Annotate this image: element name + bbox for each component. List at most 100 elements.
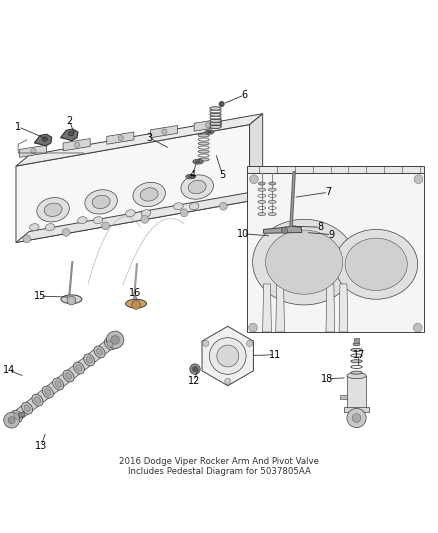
Ellipse shape <box>55 381 61 387</box>
Text: 4: 4 <box>190 170 196 180</box>
Ellipse shape <box>86 357 92 363</box>
Polygon shape <box>326 284 335 332</box>
Polygon shape <box>19 145 46 157</box>
Polygon shape <box>354 338 359 343</box>
Polygon shape <box>276 284 285 332</box>
Text: 10: 10 <box>237 229 249 239</box>
Text: 8: 8 <box>317 222 323 232</box>
Circle shape <box>106 331 124 349</box>
Text: 17: 17 <box>353 350 365 360</box>
Ellipse shape <box>35 397 41 403</box>
Ellipse shape <box>76 365 82 372</box>
Polygon shape <box>202 326 254 386</box>
Circle shape <box>132 301 141 309</box>
Ellipse shape <box>205 130 214 134</box>
Text: 13: 13 <box>35 441 47 451</box>
Circle shape <box>118 135 124 141</box>
Ellipse shape <box>268 188 276 191</box>
Ellipse shape <box>353 343 360 346</box>
Ellipse shape <box>198 158 209 161</box>
Polygon shape <box>263 284 272 332</box>
Text: 3: 3 <box>146 133 152 143</box>
Circle shape <box>111 335 120 344</box>
Circle shape <box>352 414 361 422</box>
Circle shape <box>8 417 15 424</box>
Circle shape <box>219 101 224 107</box>
Ellipse shape <box>268 213 276 216</box>
Polygon shape <box>16 125 250 243</box>
Polygon shape <box>250 114 263 201</box>
Polygon shape <box>247 173 424 332</box>
Polygon shape <box>247 166 424 173</box>
Ellipse shape <box>92 195 110 208</box>
Ellipse shape <box>269 182 276 185</box>
Polygon shape <box>60 129 78 141</box>
Circle shape <box>247 341 253 346</box>
Ellipse shape <box>345 238 407 290</box>
Ellipse shape <box>210 125 221 128</box>
Ellipse shape <box>85 190 117 214</box>
Polygon shape <box>264 227 302 233</box>
Circle shape <box>190 364 200 374</box>
Ellipse shape <box>210 113 221 116</box>
Text: 14: 14 <box>4 366 16 375</box>
Text: 11: 11 <box>269 350 281 360</box>
Ellipse shape <box>78 217 87 224</box>
Circle shape <box>31 149 36 154</box>
Circle shape <box>225 378 231 384</box>
Ellipse shape <box>107 341 113 347</box>
Ellipse shape <box>32 394 43 406</box>
Ellipse shape <box>189 203 199 210</box>
Ellipse shape <box>133 182 166 207</box>
Circle shape <box>203 341 209 346</box>
Ellipse shape <box>24 405 30 411</box>
Ellipse shape <box>258 200 266 204</box>
Circle shape <box>67 296 76 305</box>
Ellipse shape <box>140 188 158 201</box>
Ellipse shape <box>53 378 64 390</box>
Ellipse shape <box>198 142 209 145</box>
Circle shape <box>102 222 110 230</box>
Ellipse shape <box>173 203 183 210</box>
Polygon shape <box>340 395 347 399</box>
Ellipse shape <box>42 137 47 141</box>
Polygon shape <box>107 132 134 144</box>
Circle shape <box>209 338 246 374</box>
Ellipse shape <box>181 175 213 199</box>
Circle shape <box>74 142 80 147</box>
Ellipse shape <box>265 230 343 294</box>
Ellipse shape <box>351 371 362 374</box>
Ellipse shape <box>290 226 298 230</box>
Ellipse shape <box>335 229 418 299</box>
Ellipse shape <box>11 410 22 422</box>
Ellipse shape <box>14 413 20 419</box>
Polygon shape <box>8 336 118 424</box>
Ellipse shape <box>94 346 105 358</box>
Text: 16: 16 <box>129 288 141 298</box>
Circle shape <box>180 209 188 217</box>
Text: 7: 7 <box>325 187 331 197</box>
Ellipse shape <box>96 349 102 355</box>
Ellipse shape <box>258 188 266 191</box>
Ellipse shape <box>104 338 116 350</box>
Ellipse shape <box>210 107 221 110</box>
Ellipse shape <box>351 360 362 363</box>
Polygon shape <box>339 284 348 332</box>
Ellipse shape <box>141 209 151 217</box>
Ellipse shape <box>258 182 265 185</box>
Polygon shape <box>150 125 177 138</box>
Ellipse shape <box>68 132 74 136</box>
Ellipse shape <box>73 362 85 374</box>
Ellipse shape <box>188 180 206 193</box>
Circle shape <box>162 129 167 134</box>
Circle shape <box>250 175 258 183</box>
Ellipse shape <box>210 119 221 123</box>
Polygon shape <box>16 190 263 243</box>
Ellipse shape <box>258 213 266 216</box>
Circle shape <box>4 413 19 428</box>
Ellipse shape <box>351 349 362 351</box>
Ellipse shape <box>207 131 212 133</box>
Polygon shape <box>18 411 25 418</box>
Circle shape <box>192 367 198 372</box>
Circle shape <box>205 123 211 128</box>
